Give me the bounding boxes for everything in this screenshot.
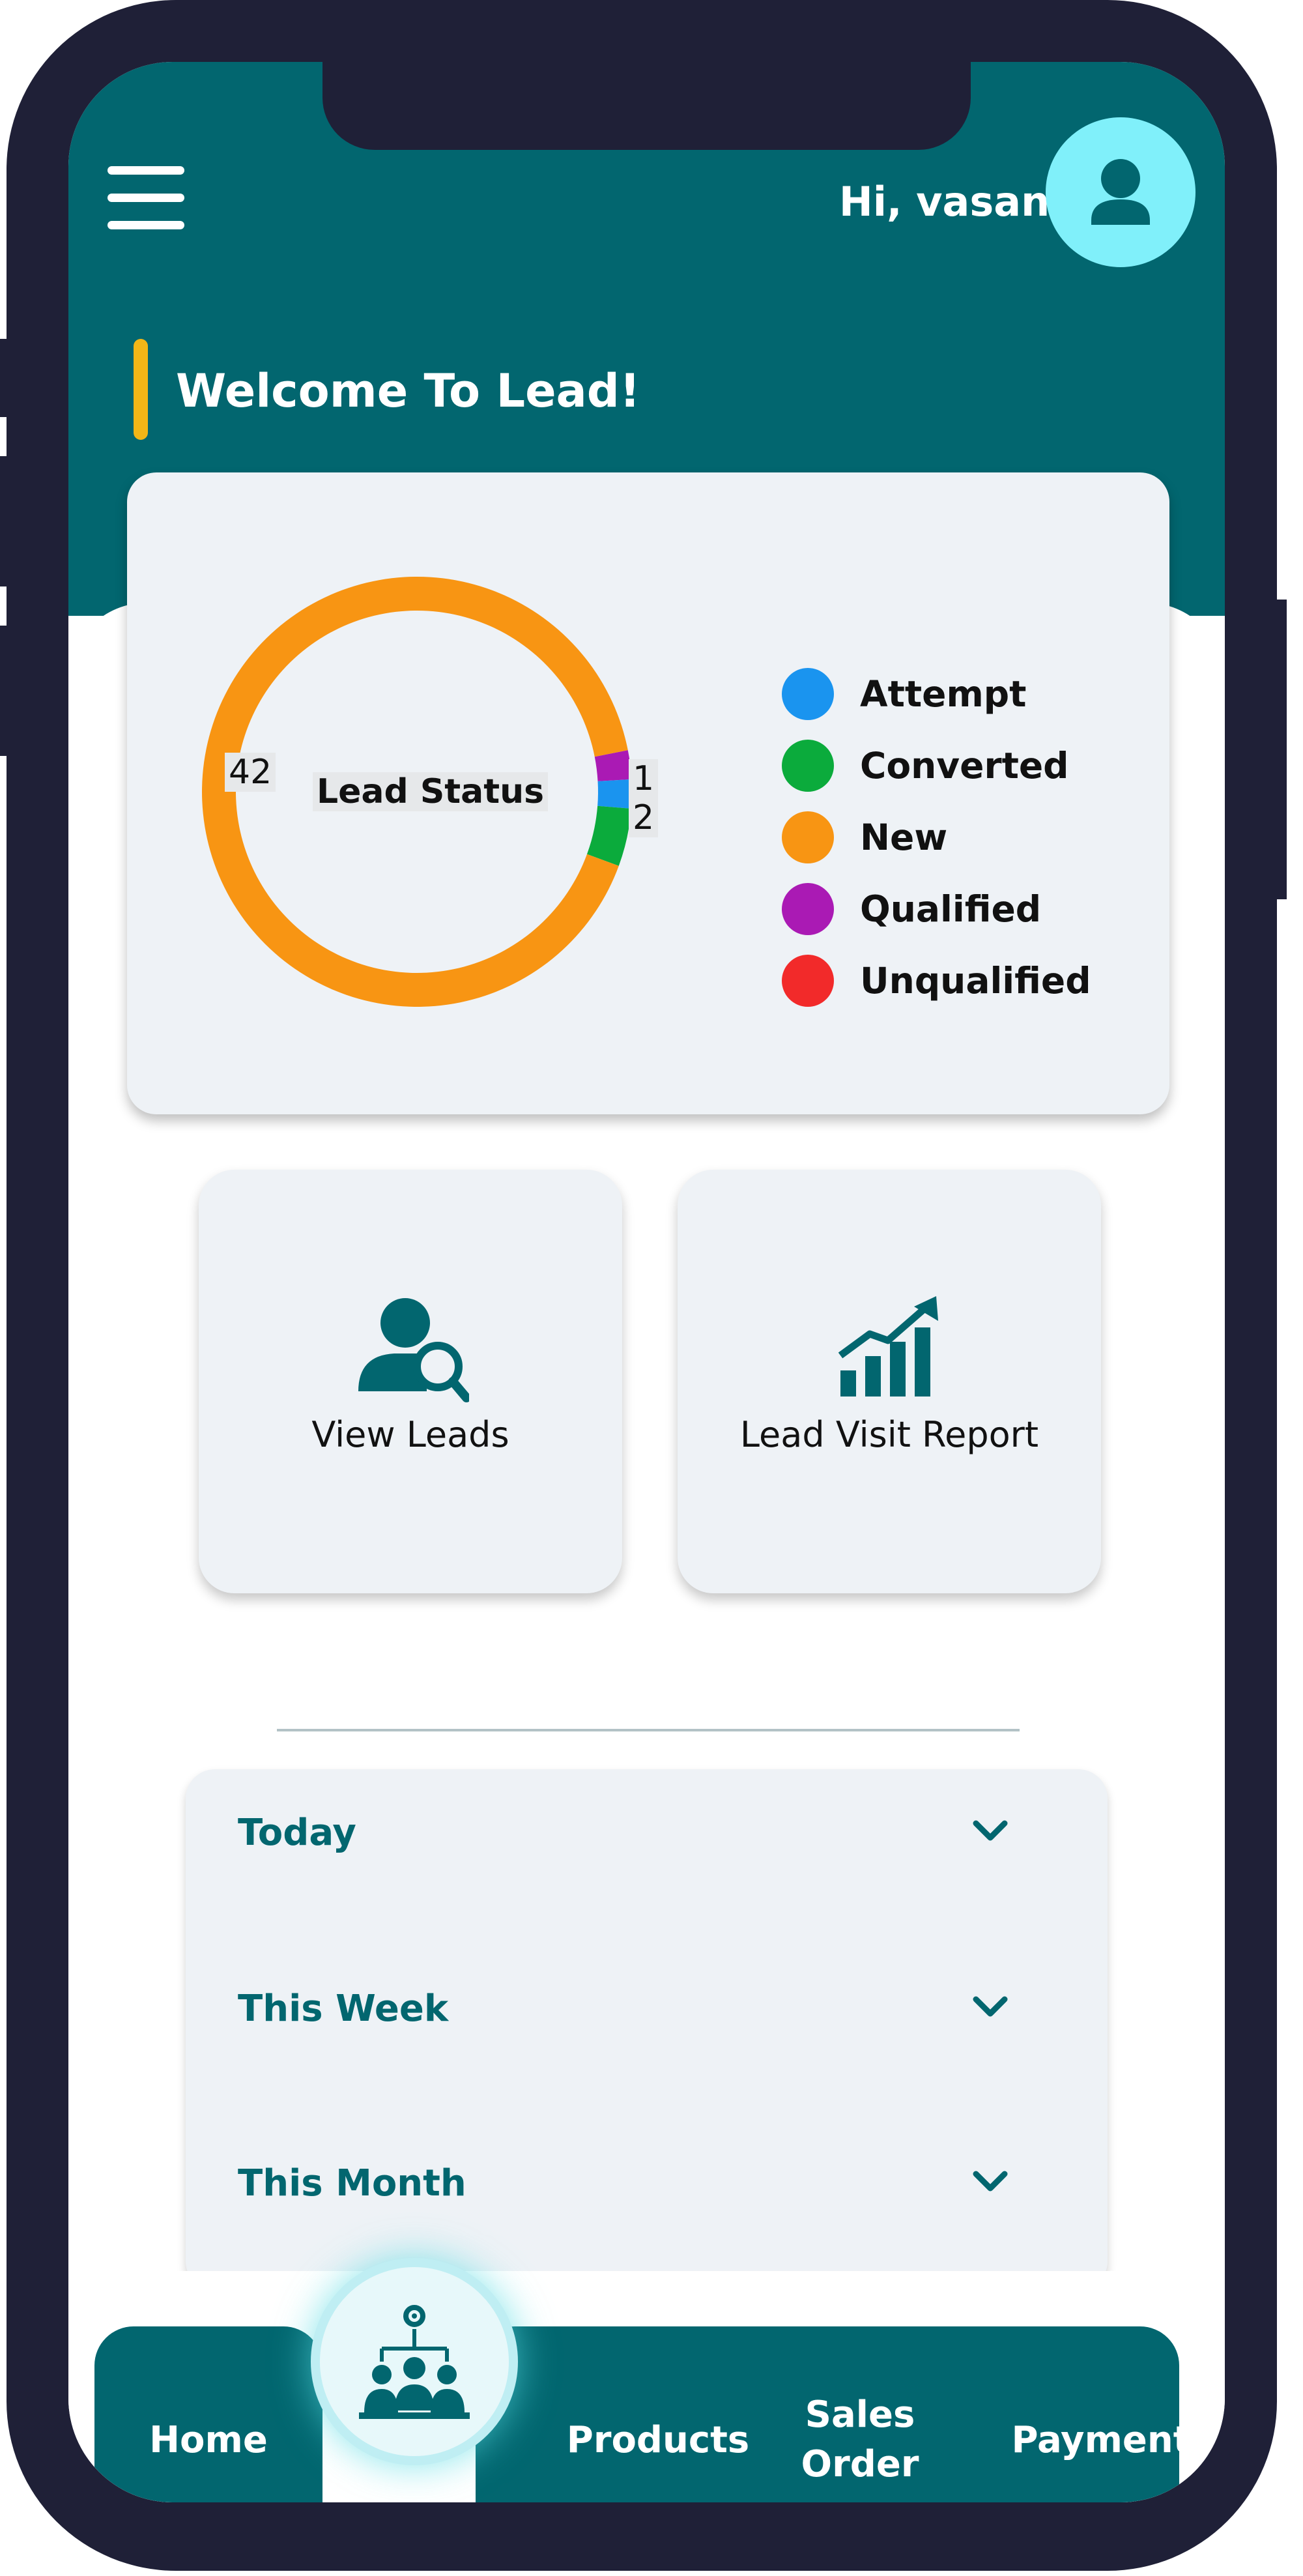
period-label: This Month	[238, 2162, 466, 2205]
tile-label: View Leads	[311, 1414, 509, 1455]
view-leads-tile[interactable]: View Leads	[199, 1170, 622, 1593]
phone-notch	[322, 62, 971, 150]
legend-label: Attempt	[860, 673, 1027, 715]
nav-bar-left	[94, 2326, 322, 2502]
nav-payment[interactable]: Payment	[1011, 2419, 1191, 2461]
period-this-week[interactable]: This Week	[186, 1945, 1108, 2076]
chart-value-label: 42	[225, 753, 276, 792]
chart-value-label: 2	[629, 798, 659, 837]
tile-label: Lead Visit Report	[739, 1414, 1039, 1455]
donut-slice-qualified	[594, 750, 632, 781]
lead-status-card: 42 Lead Status 1 2 Attempt Converted New…	[127, 472, 1169, 1114]
phone-side-button	[0, 339, 13, 417]
chevron-down-icon	[973, 1820, 1008, 1841]
legend-item-unqualified: Unqualified	[782, 951, 1091, 1010]
lead-visit-report-tile[interactable]: Lead Visit Report	[678, 1170, 1101, 1593]
growth-chart-icon	[838, 1296, 938, 1397]
legend-label: Unqualified	[860, 960, 1091, 1002]
section-divider	[277, 1729, 1020, 1731]
phone-side-button	[1274, 600, 1287, 899]
donut-slice-attempt	[597, 779, 632, 809]
avatar[interactable]	[1046, 117, 1196, 267]
legend-item-attempt: Attempt	[782, 665, 1026, 723]
period-this-month[interactable]: This Month	[186, 2120, 1108, 2250]
legend-dot	[782, 883, 834, 935]
user-greeting: Hi, vasanth	[838, 178, 1098, 225]
nav-products[interactable]: Products	[566, 2419, 750, 2461]
legend-label: New	[860, 817, 948, 858]
nav-home[interactable]: Home	[149, 2419, 268, 2461]
legend-label: Qualified	[860, 888, 1042, 930]
hamburger-menu-icon[interactable]	[107, 166, 186, 238]
legend-label: Converted	[860, 745, 1069, 787]
user-search-icon	[358, 1298, 469, 1402]
chevron-down-icon	[973, 1996, 1008, 2017]
title-accent-bar	[134, 339, 148, 440]
nav-sales-order[interactable]: Sales Order	[798, 2390, 922, 2489]
chart-center-label: Lead Status	[313, 772, 549, 811]
period-label: This Week	[238, 1988, 449, 2030]
legend-item-qualified: Qualified	[782, 880, 1041, 938]
legend-dot	[782, 740, 834, 792]
period-today[interactable]: Today	[186, 1769, 1108, 1900]
user-icon	[1091, 159, 1150, 225]
page-title: Welcome To Lead!	[176, 364, 640, 418]
team-hierarchy-icon	[359, 2305, 470, 2419]
legend-dot	[782, 955, 834, 1007]
chart-value-label: 1	[629, 759, 659, 798]
app-screen: Hi, vasanth Welcome To Lead! 42 Lead Sta…	[68, 62, 1225, 2502]
period-label: Today	[238, 1812, 356, 1854]
time-period-panel: Today This Week This Month	[186, 1769, 1108, 2291]
phone-side-button	[0, 456, 13, 586]
nav-label-line: Sales	[805, 2394, 915, 2436]
legend-dot	[782, 811, 834, 863]
legend-item-converted: Converted	[782, 736, 1069, 795]
nav-bar-right	[476, 2326, 1179, 2502]
nav-center-button[interactable]	[311, 2258, 518, 2465]
legend-item-new: New	[782, 808, 947, 867]
donut-slice-converted	[586, 805, 631, 866]
phone-side-button	[0, 626, 13, 756]
nav-label-line: Order	[801, 2443, 919, 2485]
legend-dot	[782, 668, 834, 720]
lead-status-donut-chart	[201, 577, 632, 1007]
chevron-down-icon	[973, 2171, 1008, 2192]
